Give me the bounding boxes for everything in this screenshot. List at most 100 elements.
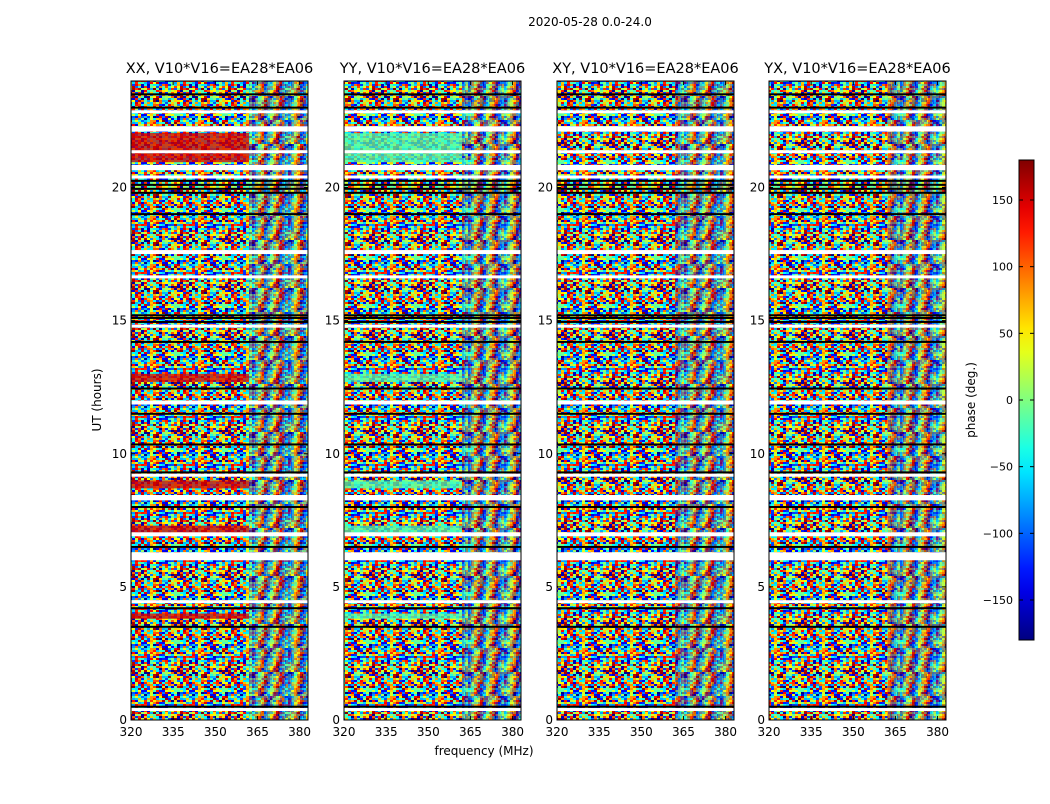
panel-2-scan-boundary	[557, 625, 734, 628]
panel-3-xtick-label: 350	[842, 725, 865, 739]
panel-0-scan-boundary	[131, 183, 308, 186]
panel-1-scan-boundary	[344, 183, 521, 186]
figure-suptitle: 2020-05-28 0.0-24.0	[528, 15, 652, 29]
panel-2-ytick-label: 0	[545, 713, 553, 727]
panel-3-ytick-label: 20	[750, 181, 765, 195]
panel-1-coherent-band-2	[344, 525, 462, 534]
panel-0-xtick-label: 380	[288, 725, 311, 739]
panel-2-scan-boundary	[557, 412, 734, 415]
panel-2-xtick-label: 335	[588, 725, 611, 739]
panel-0-coherent-band-3	[131, 480, 249, 489]
panel-3-ytick-label: 5	[757, 580, 765, 594]
panel-0-flagged-band	[131, 164, 308, 171]
panel-2-flagged-band	[557, 126, 734, 132]
panel-1-coherent-band-1	[344, 373, 462, 382]
colorbar-tick-label: 150	[992, 194, 1013, 207]
panel-0-scan-boundary	[131, 314, 308, 317]
panel-3-flagged-band	[769, 275, 946, 279]
panel-2-xtick-label: 380	[714, 725, 737, 739]
panel-2-scan-boundary	[557, 443, 734, 446]
panel-2-flagged-band	[557, 250, 734, 255]
panel-1-scan-boundary	[344, 316, 521, 319]
panel-3-scan-boundary	[769, 179, 946, 182]
panel-2-flagged-band	[557, 400, 734, 405]
panel-2-scan-boundary	[557, 705, 734, 708]
panel-0-scan-boundary	[131, 213, 308, 216]
panel-3-scan-boundary	[769, 320, 946, 323]
colorbar-label: phase (deg.)	[964, 362, 978, 438]
panel-1-scan-boundary	[344, 191, 521, 194]
panel-1-scan-boundary	[344, 443, 521, 446]
panel-3-scan-boundary	[769, 93, 946, 96]
panel-1-scan-boundary	[344, 213, 521, 216]
panel-2-flagged-band	[557, 495, 734, 501]
colorbar-tick-label: 100	[992, 261, 1013, 274]
panel-3-scan-boundary	[769, 705, 946, 708]
panel-0-coherent-band-4	[131, 613, 249, 619]
panel-3-flagged-band	[769, 126, 946, 132]
panel-3-scan-boundary	[769, 183, 946, 186]
panel-3-scan-boundary	[769, 314, 946, 317]
panel-3-flagged-band	[769, 708, 946, 712]
panel-0-ytick-label: 15	[112, 314, 127, 328]
colorbar-tick-label: −100	[983, 527, 1013, 540]
panel-3-flagged-band	[769, 164, 946, 171]
panel-2-scan-boundary	[557, 320, 734, 323]
panel-1-ytick-label: 10	[325, 447, 340, 461]
panel-1-flagged-band	[344, 150, 521, 154]
panel-3-scan-boundary	[769, 506, 946, 508]
panel-2-flagged-band	[557, 275, 734, 279]
panel-0-ytick-label: 5	[119, 580, 127, 594]
panel-2-flagged-band	[557, 110, 734, 114]
panel-1-flagged-band	[344, 275, 521, 279]
panel-2-scan-boundary	[557, 340, 734, 343]
panel-1-scan-boundary	[344, 320, 521, 323]
panel-0-scan-boundary	[131, 443, 308, 446]
panel-3-scan-boundary	[769, 443, 946, 446]
panel-1-xtick-label: 350	[417, 725, 440, 739]
colorbar-tick-label: 50	[999, 327, 1013, 340]
panel-1-ytick-label: 20	[325, 181, 340, 195]
panel-1-scan-boundary	[344, 471, 521, 474]
panel-0-scan-boundary	[131, 387, 308, 390]
panel-3-scan-boundary	[769, 625, 946, 628]
panel-2-flagged-band	[557, 175, 734, 179]
panel-2-scan-boundary	[557, 545, 734, 548]
panel-3-scan-boundary	[769, 191, 946, 194]
panel-0-coherent-band-2	[131, 525, 249, 534]
panel-0-flagged-band	[131, 150, 308, 154]
panel-3-flagged-band	[769, 552, 946, 561]
panel-3-ytick-label: 15	[750, 314, 765, 328]
panel-0-flagged-band	[131, 126, 308, 132]
panel-2-scan-boundary	[557, 314, 734, 317]
panel-0-flagged-band	[131, 473, 308, 477]
panel-2-scan-boundary	[557, 93, 734, 96]
panel-0-flagged-band	[131, 175, 308, 179]
panel-3-scan-boundary	[769, 340, 946, 343]
panel-3-scan-boundary	[769, 187, 946, 190]
panel-2-scan-boundary	[557, 179, 734, 182]
panel-3-xtick-label: 380	[926, 725, 949, 739]
panel-3-scan-boundary	[769, 471, 946, 474]
panel-3-scan-boundary	[769, 213, 946, 216]
colorbar-tick-label: −50	[990, 461, 1013, 474]
panel-0-flagged-band	[131, 532, 308, 537]
panel-1-scan-boundary	[344, 506, 521, 508]
panel-2-scan-boundary	[557, 316, 734, 319]
panel-1-flagged-band	[344, 175, 521, 179]
panel-0-flagged-band	[131, 110, 308, 114]
panel-2-flagged-band	[557, 600, 734, 604]
panel-0-scan-boundary	[131, 187, 308, 190]
panel-1-flagged-band	[344, 473, 521, 477]
panel-3-flagged-band	[769, 250, 946, 255]
panel-0-scan-boundary	[131, 705, 308, 708]
panel-1-flagged-band	[344, 495, 521, 501]
panel-1-scan-boundary	[344, 545, 521, 548]
panel-3-flagged-band	[769, 532, 946, 537]
panel-0-ytick-label: 10	[112, 447, 127, 461]
panel-3-scan-boundary	[769, 316, 946, 319]
panel-1-flagged-band	[344, 110, 521, 114]
panel-0-flagged-band	[131, 552, 308, 561]
